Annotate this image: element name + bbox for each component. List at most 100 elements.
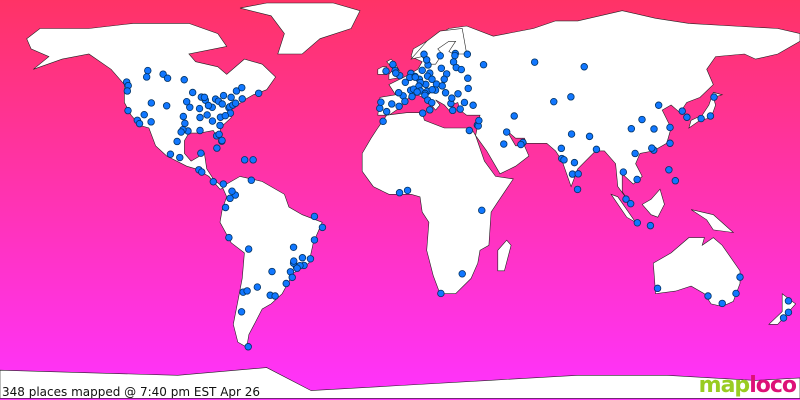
- place-marker[interactable]: [451, 51, 459, 60]
- place-marker[interactable]: [633, 219, 642, 227]
- place-marker[interactable]: [411, 73, 420, 81]
- place-marker[interactable]: [779, 314, 788, 322]
- place-marker[interactable]: [653, 284, 662, 293]
- place-marker[interactable]: [208, 117, 217, 125]
- place-marker[interactable]: [298, 254, 307, 262]
- place-marker[interactable]: [460, 98, 469, 107]
- place-marker[interactable]: [388, 100, 396, 108]
- place-marker[interactable]: [567, 130, 576, 138]
- place-marker[interactable]: [706, 112, 715, 120]
- place-marker[interactable]: [475, 116, 483, 125]
- place-marker[interactable]: [215, 130, 223, 139]
- place-marker[interactable]: [376, 104, 384, 113]
- place-marker[interactable]: [197, 149, 205, 157]
- place-marker[interactable]: [401, 78, 410, 87]
- place-marker[interactable]: [379, 117, 387, 126]
- place-marker[interactable]: [209, 178, 218, 186]
- place-marker[interactable]: [204, 101, 213, 110]
- place-marker[interactable]: [627, 125, 636, 133]
- place-marker[interactable]: [290, 257, 298, 265]
- place-marker[interactable]: [718, 299, 726, 308]
- place-marker[interactable]: [219, 180, 228, 188]
- place-marker[interactable]: [646, 221, 655, 230]
- place-marker[interactable]: [697, 114, 705, 123]
- place-marker[interactable]: [268, 267, 276, 276]
- place-marker[interactable]: [394, 89, 403, 97]
- place-marker[interactable]: [784, 297, 793, 305]
- place-marker[interactable]: [458, 270, 466, 278]
- place-marker[interactable]: [580, 63, 588, 71]
- place-marker[interactable]: [648, 144, 656, 152]
- place-marker[interactable]: [219, 91, 228, 100]
- place-marker[interactable]: [428, 75, 436, 83]
- place-marker[interactable]: [225, 233, 233, 242]
- place-marker[interactable]: [227, 93, 235, 102]
- place-marker[interactable]: [408, 92, 416, 101]
- place-marker[interactable]: [418, 66, 426, 75]
- place-marker[interactable]: [180, 76, 188, 84]
- place-marker[interactable]: [710, 93, 718, 101]
- place-marker[interactable]: [570, 158, 579, 167]
- place-marker[interactable]: [244, 343, 252, 351]
- place-marker[interactable]: [437, 289, 445, 298]
- place-marker[interactable]: [232, 87, 241, 95]
- place-marker[interactable]: [135, 119, 144, 128]
- place-marker[interactable]: [166, 150, 175, 158]
- place-marker[interactable]: [198, 168, 206, 176]
- place-marker[interactable]: [650, 125, 658, 133]
- place-marker[interactable]: [401, 97, 409, 106]
- place-marker[interactable]: [218, 136, 226, 145]
- place-marker[interactable]: [237, 308, 246, 316]
- place-marker[interactable]: [200, 93, 209, 102]
- place-marker[interactable]: [464, 84, 472, 93]
- place-marker[interactable]: [182, 97, 191, 106]
- place-marker[interactable]: [221, 112, 230, 120]
- place-marker[interactable]: [231, 99, 240, 107]
- place-marker[interactable]: [159, 70, 167, 78]
- place-marker[interactable]: [436, 52, 444, 60]
- place-marker[interactable]: [428, 99, 436, 107]
- place-marker[interactable]: [573, 185, 582, 194]
- place-marker[interactable]: [438, 82, 446, 90]
- place-marker[interactable]: [147, 99, 156, 107]
- place-marker[interactable]: [243, 287, 251, 295]
- place-marker[interactable]: [226, 194, 234, 203]
- place-marker[interactable]: [732, 289, 740, 298]
- place-marker[interactable]: [395, 102, 403, 110]
- place-marker[interactable]: [213, 144, 221, 152]
- place-marker[interactable]: [228, 187, 236, 195]
- place-marker[interactable]: [293, 264, 301, 272]
- place-marker[interactable]: [666, 123, 674, 132]
- place-marker[interactable]: [464, 74, 472, 82]
- place-marker[interactable]: [179, 112, 188, 121]
- place-marker[interactable]: [457, 65, 466, 74]
- place-marker[interactable]: [502, 128, 511, 136]
- place-marker[interactable]: [124, 106, 132, 115]
- place-marker[interactable]: [289, 243, 298, 251]
- place-marker[interactable]: [638, 115, 646, 124]
- place-marker[interactable]: [683, 113, 691, 121]
- place-marker[interactable]: [510, 112, 518, 120]
- place-marker[interactable]: [437, 64, 446, 72]
- place-marker[interactable]: [469, 101, 477, 109]
- place-marker[interactable]: [422, 56, 431, 64]
- place-marker[interactable]: [550, 97, 558, 106]
- place-marker[interactable]: [244, 245, 253, 253]
- place-marker[interactable]: [288, 273, 296, 282]
- place-marker[interactable]: [196, 113, 204, 122]
- place-marker[interactable]: [177, 128, 185, 136]
- place-marker[interactable]: [238, 95, 246, 103]
- place-marker[interactable]: [221, 203, 230, 212]
- place-marker[interactable]: [240, 156, 249, 164]
- place-marker[interactable]: [306, 255, 315, 263]
- place-marker[interactable]: [736, 273, 744, 281]
- place-marker[interactable]: [631, 149, 639, 158]
- place-marker[interactable]: [181, 119, 189, 128]
- place-marker[interactable]: [426, 106, 434, 114]
- place-marker[interactable]: [389, 60, 397, 69]
- place-marker[interactable]: [203, 111, 211, 119]
- place-marker[interactable]: [456, 105, 464, 113]
- place-marker[interactable]: [395, 189, 404, 197]
- place-marker[interactable]: [633, 175, 641, 184]
- place-marker[interactable]: [254, 89, 263, 97]
